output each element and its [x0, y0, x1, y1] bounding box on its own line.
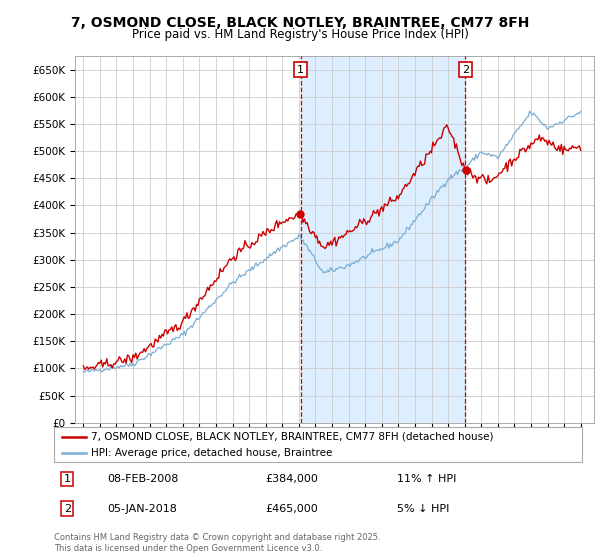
FancyBboxPatch shape [54, 427, 582, 462]
Text: 05-JAN-2018: 05-JAN-2018 [107, 503, 176, 514]
Bar [301, 56, 466, 423]
Text: Price paid vs. HM Land Registry's House Price Index (HPI): Price paid vs. HM Land Registry's House … [131, 28, 469, 41]
Text: 2: 2 [462, 64, 469, 74]
Text: 5% ↓ HPI: 5% ↓ HPI [397, 503, 449, 514]
Text: 7, OSMOND CLOSE, BLACK NOTLEY, BRAINTREE, CM77 8FH (detached house): 7, OSMOND CLOSE, BLACK NOTLEY, BRAINTREE… [91, 432, 493, 442]
Text: 1: 1 [64, 474, 71, 484]
Text: £465,000: £465,000 [265, 503, 318, 514]
Text: 08-FEB-2008: 08-FEB-2008 [107, 474, 178, 484]
Text: HPI: Average price, detached house, Braintree: HPI: Average price, detached house, Brai… [91, 449, 332, 458]
Text: 11% ↑ HPI: 11% ↑ HPI [397, 474, 457, 484]
Text: 7, OSMOND CLOSE, BLACK NOTLEY, BRAINTREE, CM77 8FH: 7, OSMOND CLOSE, BLACK NOTLEY, BRAINTREE… [71, 16, 529, 30]
Text: 2: 2 [64, 503, 71, 514]
Text: £384,000: £384,000 [265, 474, 318, 484]
Text: 1: 1 [297, 64, 304, 74]
Text: Contains HM Land Registry data © Crown copyright and database right 2025.
This d: Contains HM Land Registry data © Crown c… [54, 533, 380, 553]
